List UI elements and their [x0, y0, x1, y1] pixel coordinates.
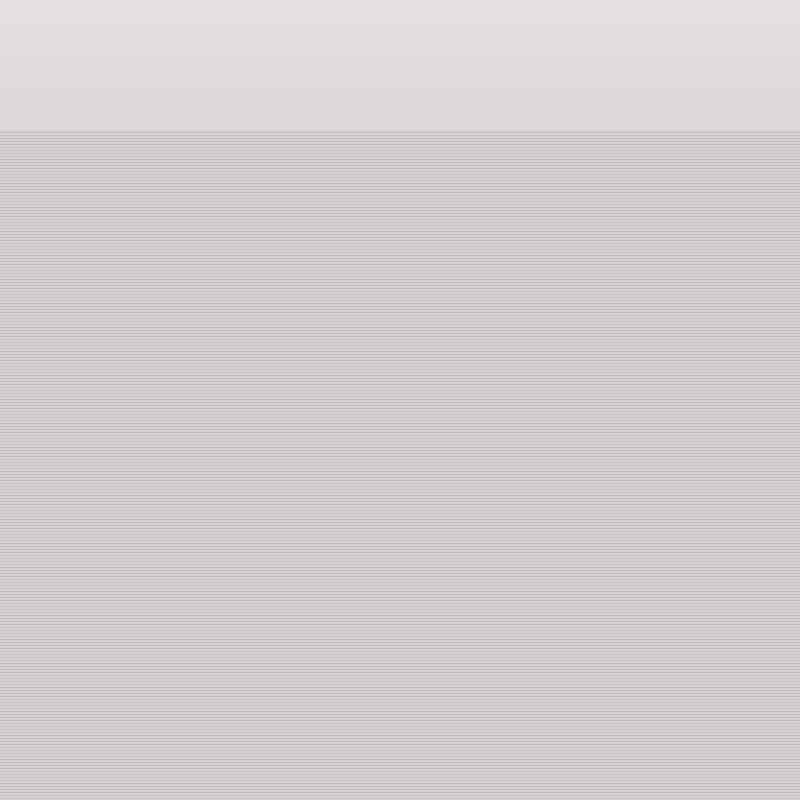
FancyBboxPatch shape	[53, 214, 747, 678]
Text: 3: 3	[302, 196, 322, 224]
Text: D: D	[168, 531, 197, 565]
Text: C: C	[142, 395, 169, 429]
Text: B: B	[116, 259, 144, 293]
FancyBboxPatch shape	[24, 92, 776, 696]
FancyBboxPatch shape	[77, 342, 723, 662]
Text: 5: 5	[302, 112, 322, 140]
FancyBboxPatch shape	[82, 444, 718, 664]
Text: 0.63: 0.63	[395, 154, 461, 182]
Text: {... , −2, −1, 0, 1, 2, ...}: {... , −2, −1, 0, 1, 2, ...}	[247, 262, 601, 290]
Text: {0, 1, 2, 3, ...}: {0, 1, 2, 3, ...}	[294, 398, 506, 426]
Text: {1, 2, 3, ...}: {1, 2, 3, ...}	[312, 534, 488, 562]
Text: $0.0\overline{12}$: $0.0\overline{12}$	[506, 152, 590, 184]
Text: A: A	[88, 151, 114, 185]
